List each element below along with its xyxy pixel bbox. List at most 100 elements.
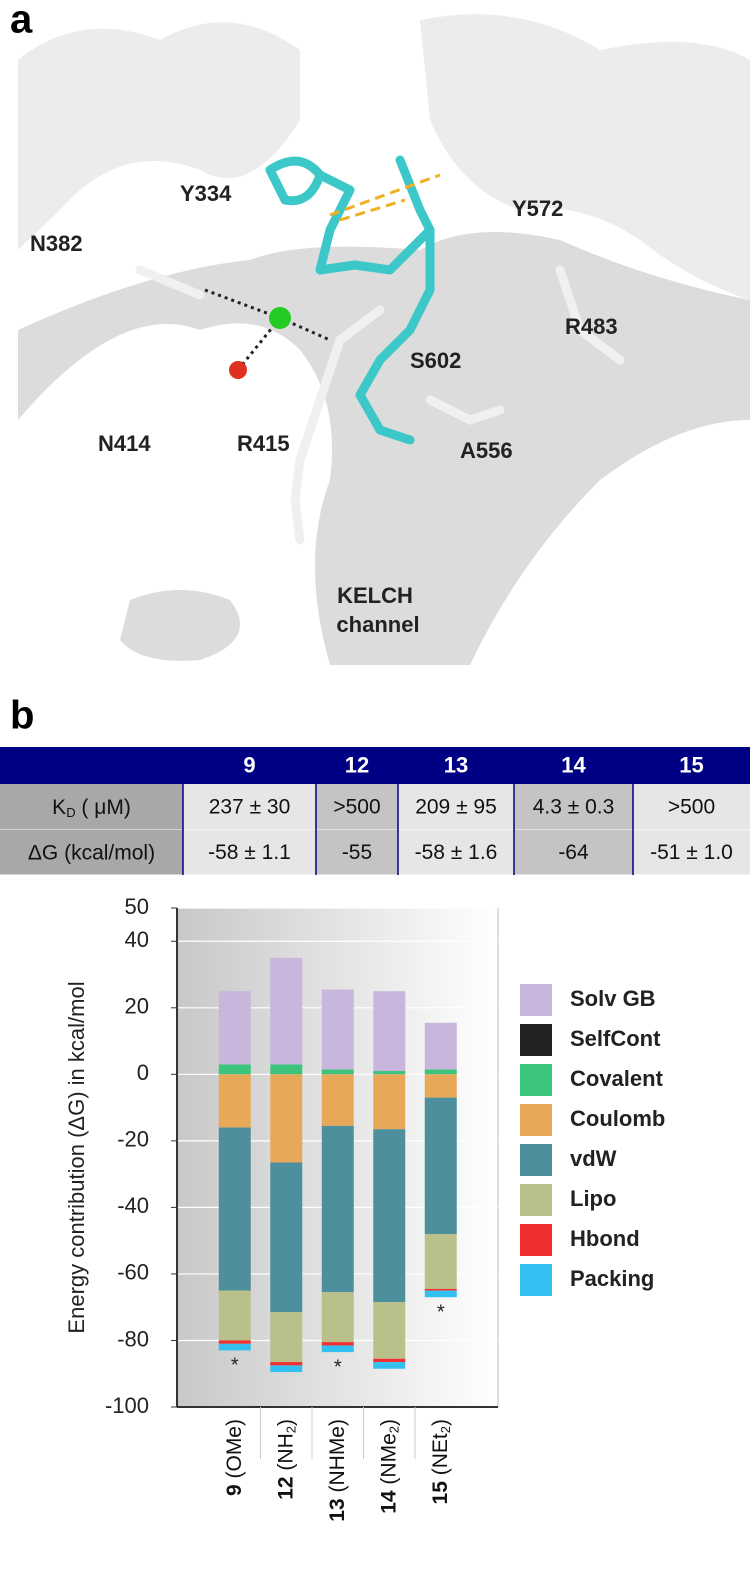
legend-swatch: [520, 1064, 552, 1096]
bar-segment: [321, 1345, 354, 1353]
row-header: KD ( μM): [52, 796, 131, 821]
residue-label: N414: [98, 431, 151, 456]
column-header: 12: [345, 752, 369, 777]
cell: >500: [668, 796, 715, 819]
y-tick-label: 20: [125, 994, 149, 1019]
bar-segment: [373, 991, 406, 1072]
cell: -64: [558, 841, 589, 864]
bar-segment: [373, 1071, 406, 1075]
residue-label: A556: [460, 438, 513, 463]
bar-segment: [218, 1343, 251, 1351]
cell: -55: [342, 841, 372, 864]
residue-label: S602: [410, 348, 461, 373]
bar-segment: [321, 1069, 354, 1075]
bar-segment: [424, 1097, 457, 1235]
annotation: *: [334, 1356, 342, 1378]
panel-a: [18, 0, 750, 665]
bar-segment: [270, 1162, 303, 1313]
legend-swatch: [520, 1224, 552, 1256]
bar-segment: [270, 1362, 303, 1366]
bar-segment: [218, 1064, 251, 1075]
y-tick-label: 0: [137, 1060, 149, 1085]
bar-segment: [373, 1074, 406, 1130]
bar-segment: [373, 1362, 406, 1369]
bar-segment: [373, 1302, 406, 1359]
row-header-part: ΔG (kcal/mol): [28, 841, 155, 864]
x-tick-label: 14 (NMe2): [377, 1419, 402, 1514]
legend-swatch: [520, 984, 552, 1016]
cell-bg: [514, 830, 633, 875]
bar-segment: [321, 1074, 354, 1126]
row-header-part: D: [66, 805, 75, 820]
bar-segment: [270, 1365, 303, 1373]
cell-bg: [633, 830, 750, 875]
bar-segment: [321, 1342, 354, 1346]
legend-label: Covalent: [570, 1066, 664, 1091]
cell-bg: [514, 784, 633, 830]
legend-label: Coulomb: [570, 1106, 665, 1131]
legend-swatch: [520, 1184, 552, 1216]
row-header-bg: [0, 784, 183, 830]
y-tick-label: -100: [105, 1393, 149, 1418]
y-tick-label: -20: [117, 1127, 149, 1152]
bar-segment: [218, 1290, 251, 1341]
x-tick-label: 9 (OMe): [222, 1419, 245, 1496]
cell-bg: [316, 784, 398, 830]
cell: 237 ± 30: [209, 796, 291, 819]
y-axis-label: Energy contribution (ΔG) in kcal/mol: [64, 981, 89, 1333]
bar-segment: [218, 1340, 251, 1344]
bar-segment: [424, 1290, 457, 1298]
bar-segment: [321, 1125, 354, 1293]
cell: -51 ± 1.0: [650, 841, 733, 864]
panel-label: a: [10, 0, 33, 42]
cell: >500: [333, 796, 380, 819]
bar-segment: [270, 1064, 303, 1075]
bar-segment: [424, 1288, 457, 1291]
bar-segment: [373, 1358, 406, 1363]
bar-segment: [321, 1292, 354, 1343]
legend-label: Hbond: [570, 1226, 640, 1251]
x-tick-label: 13 (NHMe): [325, 1419, 348, 1522]
row-header-part: ( μM): [76, 796, 131, 819]
residue-label: Y572: [512, 196, 563, 221]
bar-segment: [424, 1022, 457, 1070]
column-header: 13: [444, 752, 468, 777]
bar-segment: [424, 1069, 457, 1075]
residue-label: Y334: [180, 181, 232, 206]
bar-segment: [218, 1074, 251, 1128]
x-tick-label: 12 (NH2): [274, 1419, 299, 1500]
y-tick-label: -60: [117, 1260, 149, 1285]
cell-bg: [183, 784, 316, 830]
bar-segment: [424, 1074, 457, 1098]
cell-bg: [398, 830, 514, 875]
legend-label: Packing: [570, 1266, 654, 1291]
bar-segment: [218, 991, 251, 1065]
row-header: ΔG (kcal/mol): [28, 841, 155, 864]
bar-segment: [424, 1234, 457, 1289]
legend-label: Lipo: [570, 1186, 616, 1211]
table-header-bg: [0, 747, 750, 784]
legend-swatch: [520, 1144, 552, 1176]
legend-label: vdW: [570, 1146, 617, 1171]
column-header: 9: [243, 752, 255, 777]
bar-segment: [321, 989, 354, 1070]
legend-swatch: [520, 1104, 552, 1136]
legend-label: SelfCont: [570, 1026, 661, 1051]
bar-segment: [270, 1312, 303, 1363]
row-header-bg: [0, 830, 183, 875]
legend-label: Solv GB: [570, 986, 656, 1011]
residue-label: R415: [237, 431, 290, 456]
panel-label: b: [10, 694, 34, 738]
annotation: *: [231, 1355, 239, 1377]
row-header-part: K: [52, 796, 66, 819]
channel-label: channel: [336, 612, 419, 637]
bar-segment: [270, 1074, 303, 1163]
cell: 4.3 ± 0.3: [533, 796, 615, 819]
y-tick-label: -40: [117, 1193, 149, 1218]
cell-bg: [633, 784, 750, 830]
column-header: 15: [679, 752, 703, 777]
column-header: 14: [561, 752, 586, 777]
channel-label: KELCH: [337, 583, 413, 608]
x-tick-label: 15 (NEt2): [428, 1419, 453, 1504]
annotation: *: [437, 1302, 445, 1324]
